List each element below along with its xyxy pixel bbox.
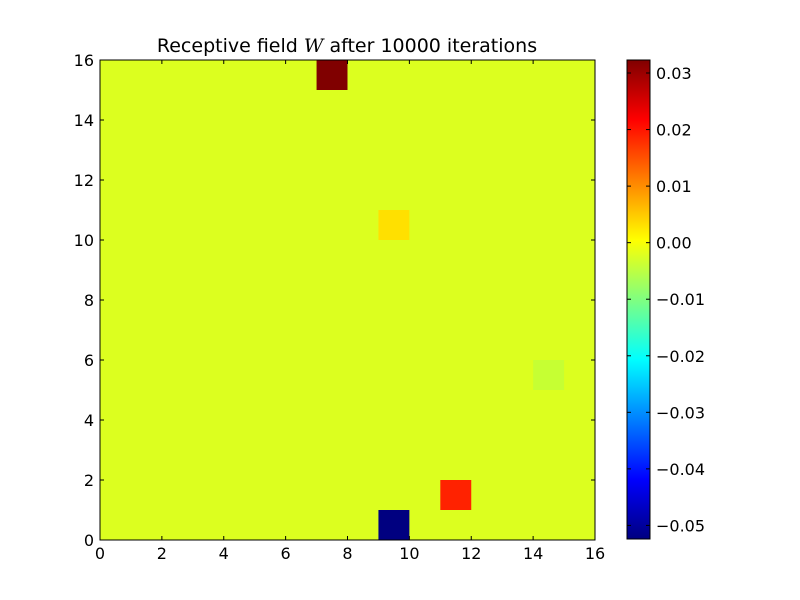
colorbar-tick-label-1: 0.02 (656, 121, 692, 140)
colorbar-tick-label-8: −0.05 (656, 516, 705, 535)
axis-ticks (99, 59, 596, 541)
x-tick-label-7: 14 (523, 544, 543, 563)
heatmap-cell-3 (440, 480, 472, 510)
colorbar-tick-label-4: −0.01 (656, 290, 705, 309)
y-tick-label-1: 2 (84, 471, 94, 490)
colorbar-tick-label-5: −0.02 (656, 347, 705, 366)
y-tick-label-2: 4 (84, 411, 94, 430)
title-symbol: W (304, 35, 325, 57)
x-tick-label-0: 0 (95, 544, 105, 563)
heatmap-cell-0 (316, 60, 348, 90)
heatmap-cell-2 (533, 360, 565, 390)
x-tick-label-8: 16 (585, 544, 605, 563)
chart-title: Receptive field W after 10000 iterations (157, 35, 537, 57)
colorbar-tick-label-7: −0.04 (656, 460, 705, 479)
x-tick-label-2: 4 (219, 544, 229, 563)
x-tick-label-4: 8 (342, 544, 352, 563)
title-text-after: after 10000 iterations (329, 35, 537, 57)
colorbar-tick-labels: 0.03 0.02 0.01 0.00 −0.01 −0.02 −0.03 −0.04 −0.0… (656, 64, 705, 535)
y-tick-label-4: 8 (84, 291, 94, 310)
y-tick-label-3: 6 (84, 351, 94, 370)
y-tick-label-8: 16 (74, 51, 94, 70)
heatmap-cells (316, 60, 565, 540)
y-tick-label-6: 12 (74, 171, 94, 190)
heatmap-cell-4 (378, 510, 410, 540)
x-tick-label-1: 2 (157, 544, 167, 563)
x-tick-label-6: 12 (461, 544, 481, 563)
x-axis-tick-labels: 0 2 4 6 8 10 12 14 16 (95, 544, 605, 563)
colorbar-tick-label-0: 0.03 (656, 64, 692, 83)
colorbar-tick-label-6: −0.03 (656, 403, 705, 422)
heatmap-cell-1 (378, 210, 410, 240)
colorbar-ticks (627, 72, 650, 526)
colorbar-tick-label-3: 0.00 (656, 234, 692, 253)
x-tick-label-3: 6 (281, 544, 291, 563)
x-tick-label-5: 10 (399, 544, 419, 563)
y-tick-label-0: 0 (84, 531, 94, 550)
colorbar-tick-label-2: 0.01 (656, 177, 692, 196)
y-tick-label-5: 10 (74, 231, 94, 250)
y-tick-label-7: 14 (74, 111, 94, 130)
title-text-before: Receptive field (157, 35, 298, 57)
y-axis-tick-labels: 0 2 4 6 8 10 12 14 16 (74, 51, 94, 550)
heatmap-background (100, 60, 595, 540)
